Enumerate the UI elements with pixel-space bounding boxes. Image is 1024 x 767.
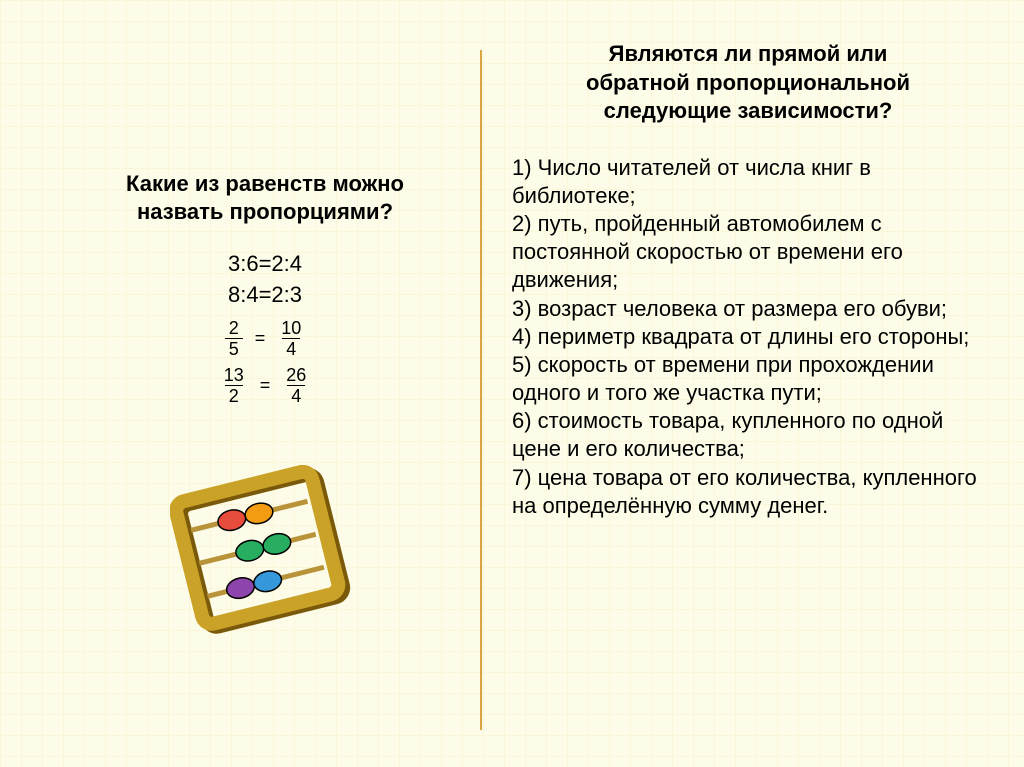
left-column: Какие из равенств можно назвать пропорци… [70,40,480,737]
fraction-2-right: 26 4 [282,366,310,405]
list-item: 7) цена товара от его количества, куплен… [512,464,984,520]
fraction-2-right-num: 26 [282,366,310,385]
abacus-illustration [170,465,360,640]
fraction-equation-1: 2 5 = 10 4 [220,319,311,358]
list-item: 5) скорость от времени при прохождении о… [512,351,984,407]
left-heading-line2: назвать пропорциями? [137,199,393,224]
fraction-2-left-den: 2 [225,385,243,405]
left-heading: Какие из равенств можно назвать пропорци… [126,170,404,225]
fraction-2-left-num: 13 [220,366,248,385]
fraction-2-left: 13 2 [220,366,248,405]
fraction-1-left-den: 5 [225,338,243,358]
left-heading-line1: Какие из равенств можно [126,171,404,196]
list-item: 4) периметр квадрата от длины его сторон… [512,323,984,351]
fraction-equation-2: 13 2 = 26 4 [220,366,311,405]
abacus-icon [170,465,360,635]
right-heading-line1: Являются ли прямой или [609,41,888,66]
equals-sign: = [253,326,268,351]
slide: Какие из равенств можно назвать пропорци… [0,0,1024,767]
fraction-1-left: 2 5 [225,319,243,358]
fraction-2-right-den: 4 [287,385,305,405]
list-item: 3) возраст человека от размера его обуви… [512,295,984,323]
list-item: 2) путь, пройденный автомобилем с постоя… [512,210,984,294]
two-column-layout: Какие из равенств можно назвать пропорци… [70,40,984,737]
right-column: Являются ли прямой или обратной пропорци… [482,40,984,737]
fraction-1-right-num: 10 [277,319,305,338]
equation-plain-1: 3:6=2:4 [220,249,311,280]
list-item: 1) Число читателей от числа книг в библи… [512,154,984,210]
fraction-1-right: 10 4 [277,319,305,358]
right-heading-line2: обратной пропорциональной [586,70,910,95]
fraction-1-right-den: 4 [282,338,300,358]
question-list: 1) Число читателей от числа книг в библи… [512,154,984,520]
right-heading: Являются ли прямой или обратной пропорци… [512,40,984,126]
equations-block: 3:6=2:4 8:4=2:3 2 5 = 10 4 13 [220,249,311,405]
fraction-1-left-num: 2 [225,319,243,338]
list-item: 6) стоимость товара, купленного по одной… [512,407,984,463]
equation-plain-2: 8:4=2:3 [220,280,311,311]
right-heading-line3: следующие зависимости? [604,98,893,123]
equals-sign: = [258,373,273,398]
